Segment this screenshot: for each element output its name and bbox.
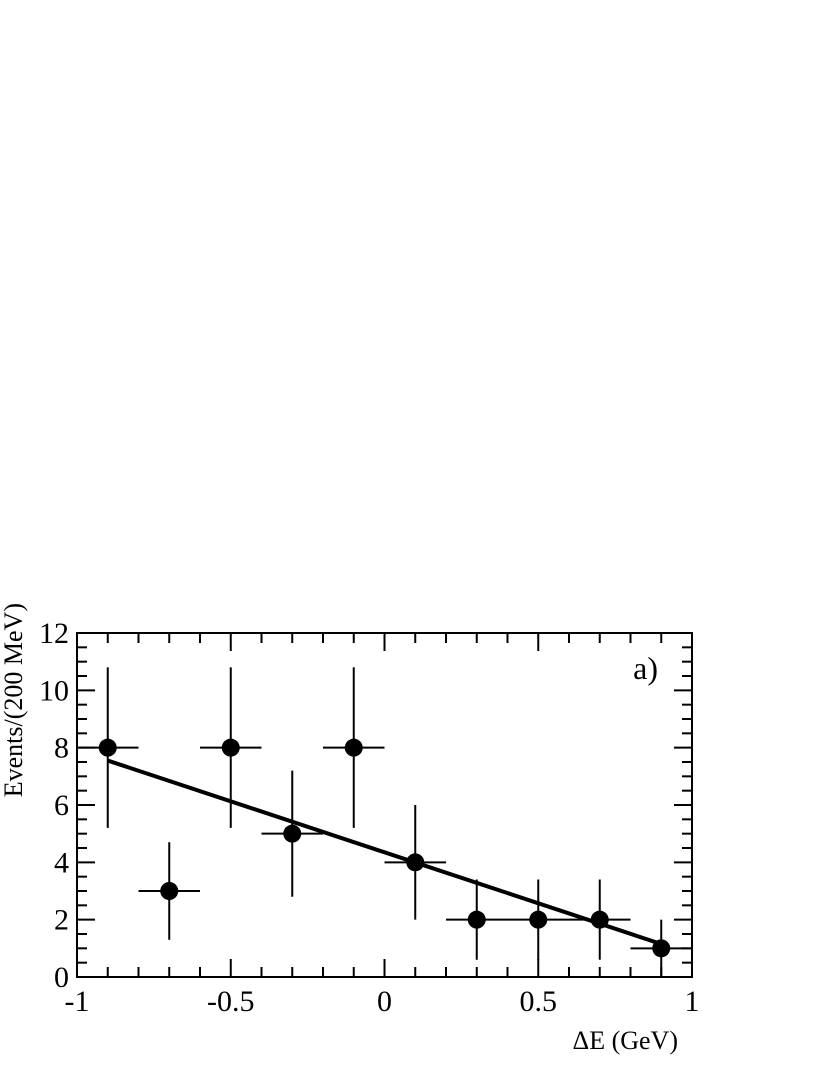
x-tick-label: 1 — [685, 985, 700, 1018]
y-tick-label: 6 — [54, 789, 69, 822]
data-point — [160, 882, 179, 900]
data-point — [529, 910, 548, 929]
x-tick-label: -1 — [65, 985, 90, 1018]
y-tick-label: 8 — [54, 732, 69, 765]
fit-line — [107, 758, 662, 946]
data-point — [344, 738, 363, 757]
data-point — [467, 910, 486, 929]
data-point — [406, 853, 425, 872]
x-tick-label: -0.5 — [207, 985, 255, 1018]
error-bars — [77, 667, 692, 977]
y-tick-label: 12 — [39, 617, 69, 650]
y-tick-label: 10 — [39, 674, 69, 707]
data-point — [652, 939, 671, 958]
data-point — [590, 910, 609, 929]
data-points — [98, 738, 671, 958]
plot-frame — [76, 632, 693, 978]
data-point — [283, 824, 302, 843]
panel-annotation: a) — [633, 650, 658, 686]
x-axis-label: ΔE (GeV) — [572, 1026, 678, 1055]
y-tick-label: 2 — [54, 904, 69, 937]
x-tick-label: 0.5 — [520, 985, 558, 1018]
data-point — [98, 738, 117, 757]
y-tick-label: 4 — [54, 846, 69, 879]
y-tick-label: 0 — [54, 961, 69, 994]
x-tick-label: 0 — [377, 985, 392, 1018]
y-axis-label: Events/(200 MeV) — [0, 603, 28, 797]
data-point — [221, 738, 240, 757]
